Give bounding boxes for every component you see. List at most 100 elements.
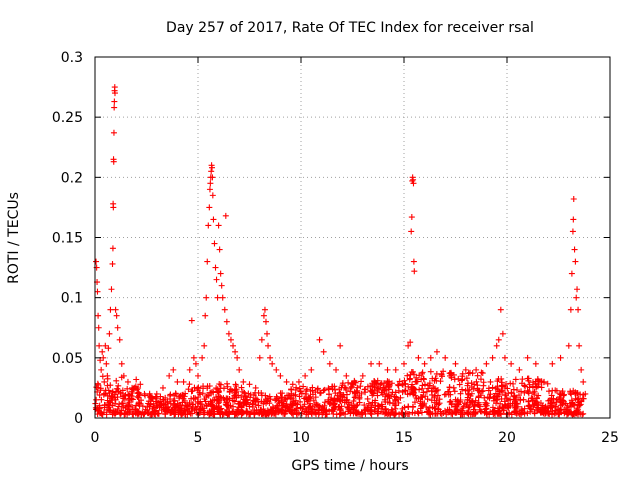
data-point <box>382 406 389 413</box>
data-point <box>359 372 366 379</box>
data-point <box>498 411 505 418</box>
data-point <box>176 402 183 409</box>
data-point <box>188 317 195 324</box>
data-point <box>380 384 387 391</box>
data-point <box>519 409 526 416</box>
data-point <box>103 411 110 418</box>
data-point <box>420 375 427 382</box>
data-point <box>132 405 139 412</box>
data-point <box>367 410 374 417</box>
x-tick-label: 0 <box>91 430 100 446</box>
data-point <box>129 411 136 418</box>
data-point <box>210 406 217 413</box>
data-point <box>419 382 426 389</box>
data-point <box>508 390 515 397</box>
data-point <box>367 402 374 409</box>
y-tick-label: 0.1 <box>61 291 83 307</box>
data-point <box>129 404 136 411</box>
data-point <box>463 375 470 382</box>
data-point <box>362 410 369 417</box>
data-point <box>415 354 422 361</box>
data-point <box>469 399 476 406</box>
data-point <box>152 411 159 418</box>
data-point <box>489 408 496 415</box>
data-point <box>113 377 120 384</box>
data-point <box>522 383 529 390</box>
data-point <box>214 294 221 301</box>
data-point <box>252 384 259 391</box>
data-point <box>538 384 545 391</box>
data-point <box>221 306 228 313</box>
data-point <box>225 411 232 418</box>
data-point <box>576 402 583 409</box>
data-point <box>533 384 540 391</box>
data-point <box>351 389 358 396</box>
data-point <box>357 383 364 390</box>
data-point <box>321 386 328 393</box>
data-point <box>572 395 579 402</box>
data-point <box>408 214 415 221</box>
data-point <box>548 404 555 411</box>
data-point <box>205 392 212 399</box>
data-point <box>209 192 216 199</box>
data-point <box>423 388 430 395</box>
data-point <box>378 408 385 415</box>
data-point <box>208 401 215 408</box>
grid-lines <box>95 57 610 418</box>
data-point <box>544 380 551 387</box>
data-point <box>572 390 579 397</box>
data-point <box>385 392 392 399</box>
data-point <box>546 388 553 395</box>
data-point <box>559 388 566 395</box>
data-point <box>510 380 517 387</box>
data-point <box>544 407 551 414</box>
data-point <box>159 384 166 391</box>
data-point <box>104 382 111 389</box>
data-point <box>320 348 327 355</box>
data-point <box>95 312 102 319</box>
data-point <box>526 403 533 410</box>
data-point <box>361 407 368 414</box>
data-point <box>264 330 271 337</box>
data-point <box>194 385 201 392</box>
data-point <box>451 407 458 414</box>
data-point <box>133 376 140 383</box>
data-point <box>135 390 142 397</box>
data-point <box>461 400 468 407</box>
data-point <box>176 393 183 400</box>
data-point <box>225 330 232 337</box>
data-point <box>414 408 421 415</box>
data-point <box>141 390 148 397</box>
data-point <box>153 407 160 414</box>
data-point <box>232 348 239 355</box>
data-point <box>468 384 475 391</box>
data-point <box>496 388 503 395</box>
data-point <box>257 407 264 414</box>
y-tick-label: 0.25 <box>52 110 83 126</box>
data-point <box>413 378 420 385</box>
data-point <box>104 372 111 379</box>
y-axis-label: ROTI / TECUs <box>6 192 22 284</box>
data-point <box>428 397 435 404</box>
data-point <box>483 360 490 367</box>
data-point <box>385 410 392 417</box>
data-point <box>485 387 492 394</box>
data-point <box>399 405 406 412</box>
data-point <box>210 216 217 223</box>
data-point <box>354 401 361 408</box>
data-point <box>249 403 256 410</box>
data-point <box>371 408 378 415</box>
data-point <box>197 401 204 408</box>
data-point <box>269 360 276 367</box>
data-point <box>269 407 276 414</box>
data-point <box>258 390 265 397</box>
x-tick-label: 25 <box>601 430 619 446</box>
data-point <box>124 378 131 385</box>
data-point <box>238 409 245 416</box>
x-tick-label: 5 <box>194 430 203 446</box>
data-point <box>481 394 488 401</box>
data-point <box>217 270 224 277</box>
data-point <box>525 398 532 405</box>
y-tick-label: 0.05 <box>52 351 83 367</box>
data-point <box>521 405 528 412</box>
